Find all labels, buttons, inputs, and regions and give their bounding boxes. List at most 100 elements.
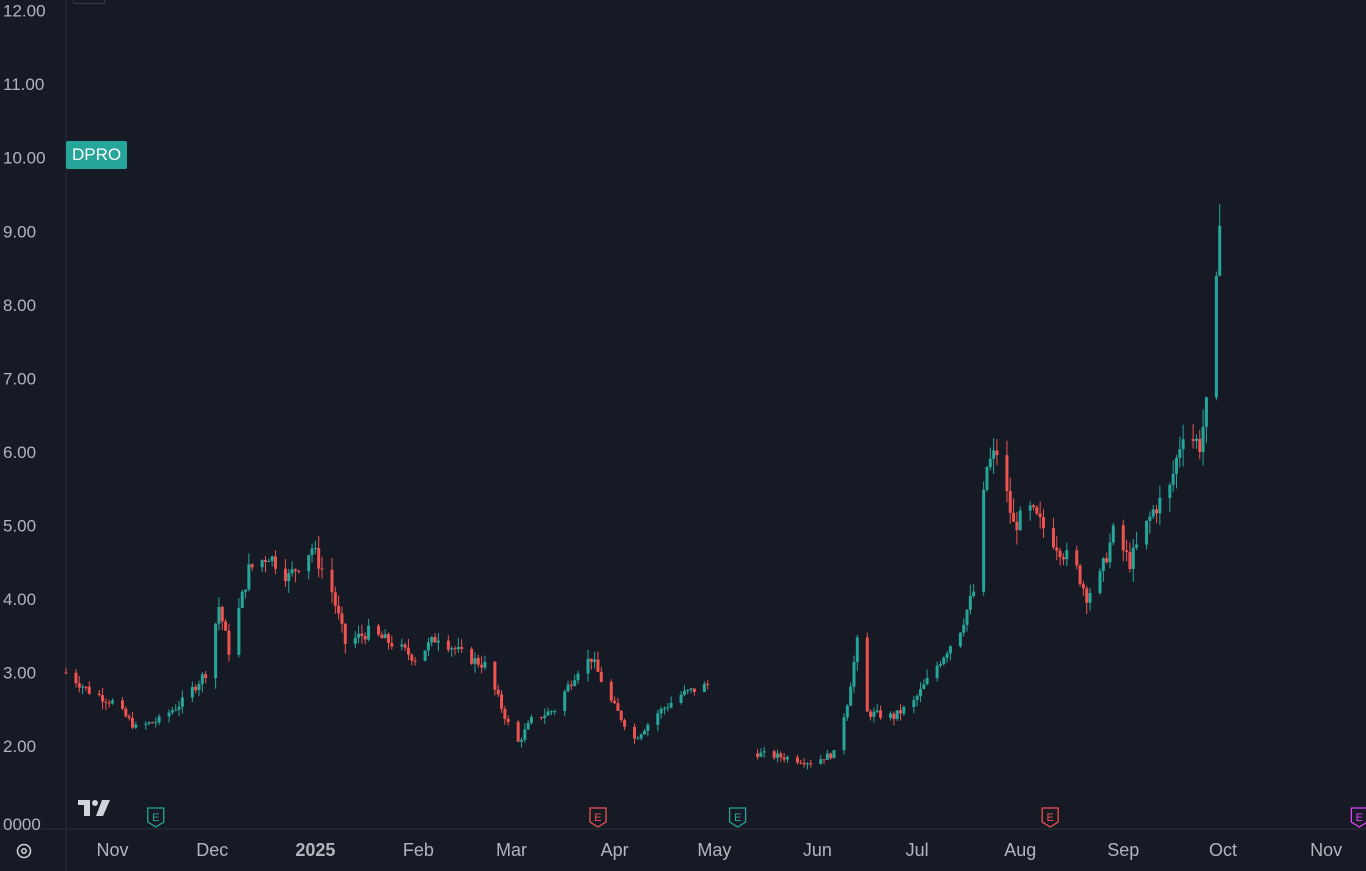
candle-body [938,664,942,666]
symbol-badge: DPRO [66,141,128,169]
candle-body [526,722,530,730]
candle-body [340,613,344,624]
x-tick-label: Jul [906,840,929,860]
candle-body [101,695,105,702]
candle-body [1128,551,1132,569]
candle-body [633,726,637,739]
candle-body [1012,512,1016,522]
earnings-marker-icon[interactable]: E [147,807,165,828]
candle-body [317,548,321,569]
candle-body [1168,484,1172,498]
x-tick-label: Oct [1209,840,1237,860]
candle-body [1181,439,1185,450]
y-tick-label: 7.00 [3,369,36,388]
candle-body [519,739,523,742]
candle-body [410,654,414,661]
candle-body [849,686,853,706]
candle-body [799,762,803,764]
candle-body [1041,517,1045,529]
candle-body [343,623,347,644]
candle-body [972,591,976,596]
candle-body [1171,473,1175,485]
candle-body [200,674,204,685]
candle-body [1058,550,1062,558]
candle-body [204,674,208,679]
candle-body [436,640,440,643]
candle-body [832,750,836,759]
candle-body [825,753,829,760]
candle-body [539,717,543,719]
earnings-marker-icon[interactable]: E [728,807,747,828]
candle-body [1098,571,1102,593]
candle-body [616,703,620,711]
settings-gear-icon[interactable] [15,842,33,860]
earnings-marker-icon[interactable]: E [589,807,607,828]
candle-body [895,710,899,719]
earnings-marker-shape [147,807,165,828]
candle-body [569,684,573,686]
candle-body [493,661,497,690]
candle-body [214,623,218,679]
candle-body [529,717,533,723]
candle-body [107,702,111,704]
candle-body [1108,542,1112,563]
candle-body [470,648,474,664]
earnings-marker-label: E [152,812,159,824]
candle-body [473,657,477,664]
x-tick-label: Sep [1107,840,1139,860]
candle-body [573,680,577,686]
candle-body [293,569,297,571]
candle-body [1078,565,1082,585]
candle-body [1174,457,1178,474]
candle-body [772,751,776,758]
candle-body [387,634,391,644]
candle-body [1121,525,1125,551]
candle-body [1065,550,1069,560]
candle-body [899,710,903,714]
candle-body [702,683,706,692]
candle-body [360,633,364,637]
x-tick-label: Nov [1310,840,1342,860]
candle-body [1204,397,1208,427]
candle-body [1151,509,1155,517]
candle-body [81,686,85,688]
candle-body [1191,439,1195,441]
x-tick-label: Aug [1004,840,1036,860]
candle-body [1155,509,1159,514]
candle-body [679,694,683,703]
y-tick-label: 3.00 [3,664,36,683]
earnings-marker-icon[interactable]: E [1350,807,1366,828]
candle-body [506,719,510,723]
candle-body [456,646,460,650]
candle-body [809,763,813,765]
earnings-marker-icon[interactable]: E [1041,807,1059,828]
candle-body [779,753,783,758]
candle-body [1158,497,1162,514]
candle-body [363,636,367,640]
pane-resize-handle[interactable] [73,0,105,4]
candle-body [190,686,194,698]
candle-body [413,660,417,662]
candle-body [962,624,966,633]
candle-body [237,607,241,655]
candle-body [460,646,464,649]
y-tick-label: 9.00 [3,222,36,241]
earnings-marker-label: E [734,812,741,824]
candle-body [829,753,833,759]
earnings-marker-shape [589,807,607,828]
tradingview-logo-icon[interactable] [78,800,110,816]
candle-body [988,458,992,468]
candle-body [496,689,500,695]
x-tick-label: Dec [196,840,228,860]
candle-body [367,625,371,640]
x-tick-label: Apr [601,840,629,860]
candle-body [879,710,883,718]
candle-body [167,712,171,717]
candle-body [1218,225,1222,276]
candle-body [805,763,809,765]
candle-body [104,701,108,703]
candle-body [1105,558,1109,563]
candle-body [516,722,520,742]
candle-body [925,677,929,685]
